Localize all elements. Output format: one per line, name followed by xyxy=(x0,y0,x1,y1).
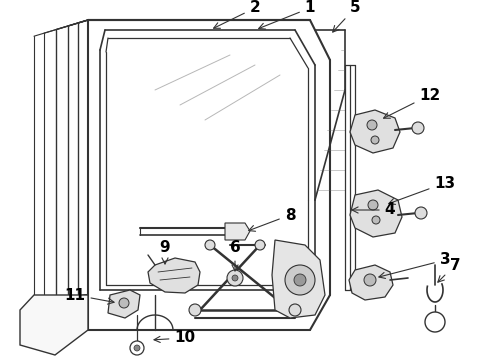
Circle shape xyxy=(425,312,445,332)
Circle shape xyxy=(285,265,315,295)
Text: 12: 12 xyxy=(384,87,441,118)
Text: 9: 9 xyxy=(160,240,171,264)
Circle shape xyxy=(189,304,201,316)
Circle shape xyxy=(415,207,427,219)
Circle shape xyxy=(289,304,301,316)
Text: 4: 4 xyxy=(352,202,395,217)
Polygon shape xyxy=(350,190,402,237)
Polygon shape xyxy=(225,223,250,240)
Circle shape xyxy=(367,120,377,130)
Circle shape xyxy=(372,216,380,224)
Circle shape xyxy=(368,200,378,210)
Circle shape xyxy=(294,274,306,286)
Polygon shape xyxy=(20,295,88,355)
Circle shape xyxy=(371,136,379,144)
Polygon shape xyxy=(350,110,400,153)
Text: 3: 3 xyxy=(379,252,450,278)
Text: 8: 8 xyxy=(249,207,295,231)
Polygon shape xyxy=(349,265,393,300)
Circle shape xyxy=(412,122,424,134)
Circle shape xyxy=(119,298,129,308)
Circle shape xyxy=(227,270,243,286)
Text: 5: 5 xyxy=(333,0,360,32)
Text: 2: 2 xyxy=(214,0,260,28)
Circle shape xyxy=(134,345,140,351)
Polygon shape xyxy=(272,240,325,318)
Text: 11: 11 xyxy=(65,288,114,304)
Text: 6: 6 xyxy=(230,240,241,271)
Polygon shape xyxy=(108,290,140,318)
Text: 7: 7 xyxy=(438,257,460,282)
Circle shape xyxy=(364,274,376,286)
Circle shape xyxy=(205,240,215,250)
Text: 13: 13 xyxy=(389,175,456,204)
Polygon shape xyxy=(148,258,200,293)
Circle shape xyxy=(255,240,265,250)
Circle shape xyxy=(130,341,144,355)
Text: 10: 10 xyxy=(154,330,196,346)
Text: 1: 1 xyxy=(259,0,315,29)
Circle shape xyxy=(232,275,238,281)
